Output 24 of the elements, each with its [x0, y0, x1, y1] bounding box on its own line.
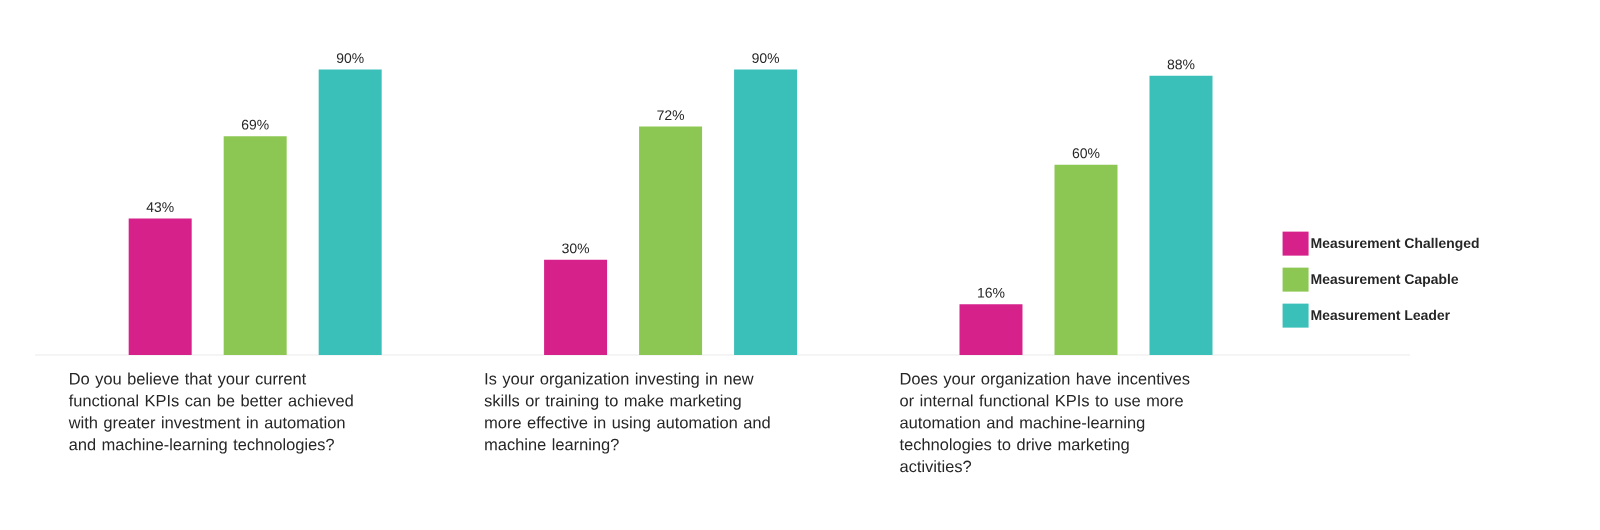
bar [959, 304, 1023, 355]
x-tick-label: Does your organization have incentives or internal functional KPIs to use more automation and machine-learning technologies to drive marketing activities? [899, 372, 1190, 473]
data-label: 88% [1167, 59, 1195, 70]
data-label: 90% [336, 53, 364, 64]
data-label: 30% [562, 243, 590, 254]
bar [318, 69, 382, 355]
bar [544, 259, 608, 355]
data-label: 69% [241, 119, 269, 130]
data-label: 72% [657, 110, 685, 121]
bar [734, 69, 798, 355]
bar [1054, 164, 1118, 355]
data-label: 90% [752, 53, 780, 64]
legend-label: Measurement Leader [1311, 309, 1450, 321]
bar [128, 218, 192, 355]
data-label: 16% [978, 287, 1005, 298]
data-label: 43% [146, 202, 174, 213]
bar [1149, 75, 1213, 355]
legend-label: Measurement Challenged [1311, 237, 1479, 251]
bar [223, 136, 287, 355]
legend-label: Measurement Capable [1311, 273, 1459, 287]
bar [639, 126, 703, 355]
x-tick-label: Is your organization investing in new skills or training to make marketing more effective in using automation and machine learning? [484, 372, 770, 454]
data-label: 60% [1072, 148, 1100, 159]
x-tick-label: Do you believe that your current functional KPIs can be better achieved with greater investment in automation and machine-learning technologies? [68, 372, 353, 454]
